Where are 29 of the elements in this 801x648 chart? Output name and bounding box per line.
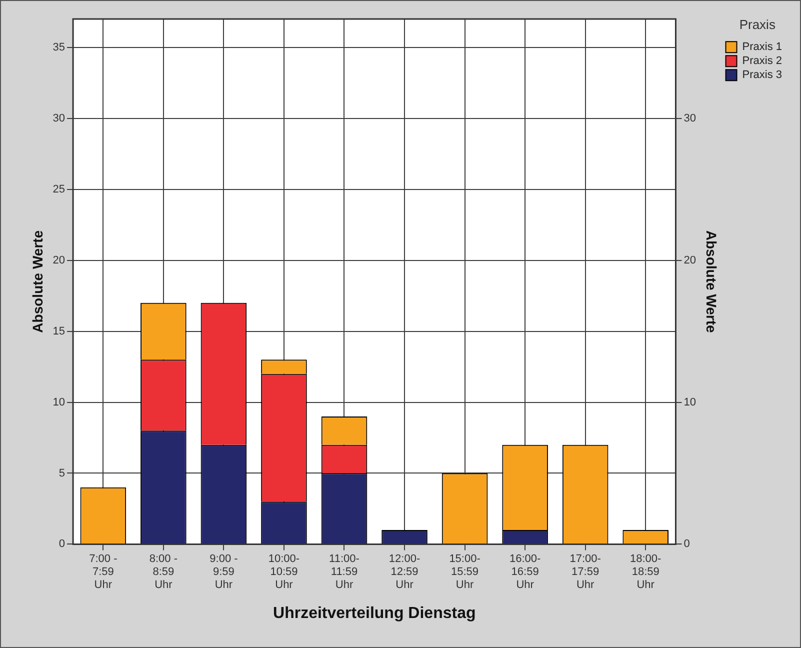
x-tick-label: 7:00 - 7:59 Uhr	[89, 552, 118, 592]
y2-tick-label: 0	[684, 538, 690, 550]
y-tick-label: 0	[58, 538, 66, 550]
x-tick-label: 16:00- 16:59 Uhr	[509, 552, 541, 592]
x-tick-label: 8:00 - 8:59 Uhr	[149, 552, 178, 592]
legend-label: Praxis 2	[742, 55, 782, 68]
x-axis-title: Uhrzeitverteilung Dienstag	[273, 604, 476, 622]
x-tick-label: 12:00- 12:59 Uhr	[388, 552, 420, 592]
y-tick-label: 15	[52, 325, 66, 338]
y2-tick-label: 30	[684, 112, 696, 124]
y-tick-label: 10	[52, 396, 66, 408]
y-axis-title: Absolute Werte	[29, 230, 46, 333]
x-tick-label: 10:00- 10:59 Uhr	[268, 552, 300, 592]
x-tick-label: 15:00- 15:59 Uhr	[449, 552, 481, 592]
x-tick-label: 9:00 - 9:59 Uhr	[210, 552, 238, 592]
y2-tick-label: 10	[684, 396, 696, 408]
x-tick-label: 11:00- 11:59 Uhr	[329, 552, 360, 592]
legend-label: Praxis 1	[742, 41, 782, 54]
legend-label: Praxis 3	[742, 69, 782, 82]
y-tick-label: 5	[58, 467, 66, 480]
x-tick-label: 17:00- 17:59 Uhr	[570, 552, 602, 592]
y-tick-label: 20	[52, 254, 66, 266]
y-tick-label: 35	[52, 41, 66, 54]
y2-tick-label: 20	[684, 254, 696, 266]
y-tick-label: 25	[52, 183, 66, 196]
y-tick-label: 30	[52, 112, 66, 124]
legend-title: Praxis	[739, 17, 776, 32]
x-tick-label: 18:00- 18:59 Uhr	[630, 552, 662, 592]
y2-axis-title: Absolute Werte	[704, 230, 720, 334]
